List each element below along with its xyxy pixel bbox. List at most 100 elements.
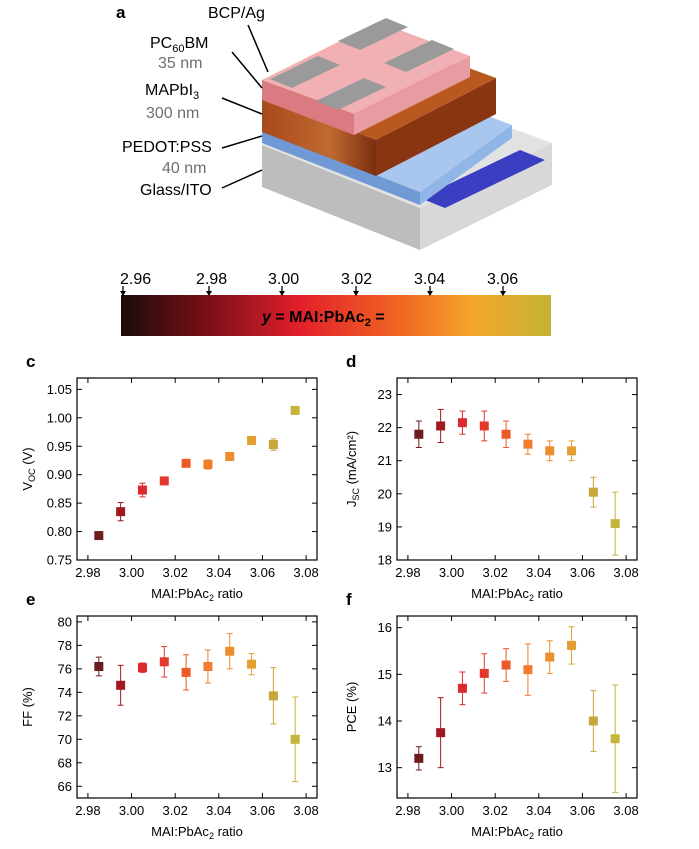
y-tick-label: 21: [378, 453, 392, 468]
x-tick-label: 2.98: [75, 803, 100, 818]
data-point: [501, 660, 511, 670]
colorbar-gradient: [121, 295, 551, 336]
label-leader-lines: [221, 24, 269, 189]
y-tick-label: 20: [378, 486, 392, 501]
y-tick-label: 19: [378, 519, 392, 534]
data-point: [523, 665, 533, 675]
data-point: [567, 640, 577, 650]
y-tick-label: 80: [58, 614, 72, 629]
data-point: [225, 646, 235, 656]
label-pedot: PEDOT:PSS: [122, 139, 212, 156]
colorbar-tick-5: 3.06: [487, 271, 518, 288]
label-pcbm: PC60BM: [150, 35, 208, 55]
y-tick-label: 0.85: [47, 496, 72, 511]
ag-electrode-4: [384, 40, 454, 72]
data-point: [203, 661, 213, 671]
x-tick-label: 3.02: [163, 803, 188, 818]
x-tick-label: 3.02: [483, 803, 508, 818]
pedot-front: [262, 130, 420, 205]
x-axis-label: MAI:PbAc2 ratio: [471, 586, 563, 603]
data-point: [436, 728, 446, 738]
pcbm-front: [262, 80, 354, 135]
colorbar: 2.96 2.98 3.00 3.02 3.04 3.06 y = MAI:Pb…: [120, 271, 551, 336]
panel-label-e: e: [26, 590, 35, 609]
y-tick-label: 22: [378, 420, 392, 435]
data-point: [457, 683, 467, 693]
data-point: [588, 487, 598, 497]
data-point: [181, 667, 191, 677]
x-tick-label: 3.02: [483, 565, 508, 580]
x-tick-label: 3.00: [439, 565, 464, 580]
panel-label-f: f: [346, 590, 352, 609]
y-tick-label: 76: [58, 661, 72, 676]
layer-labels: BCP/Ag PC60BM 35 nm MAPbI3 300 nm PEDOT:…: [122, 5, 265, 199]
y-tick-label: 1.05: [47, 382, 72, 397]
plot-frame: [396, 377, 638, 561]
data-point: [94, 661, 104, 671]
x-tick-label: 3.08: [613, 565, 638, 580]
y-tick-label: 18: [378, 553, 392, 568]
x-tick-label: 2.98: [395, 565, 420, 580]
data-point: [94, 531, 104, 541]
x-axis-label: MAI:PbAc2 ratio: [471, 824, 563, 841]
glass-front: [262, 145, 420, 250]
colorbar-ticks: 2.96 2.98 3.00 3.02 3.04 3.06: [120, 271, 518, 288]
y-axis-label: VOC (V): [20, 447, 37, 490]
y-axis-label: JSC (mA/cm²): [344, 431, 361, 507]
y-tick-label: 16: [378, 620, 392, 635]
y-tick-label: 0.90: [47, 467, 72, 482]
data-point: [545, 652, 555, 662]
data-point: [567, 446, 577, 456]
x-tick-label: 3.00: [119, 803, 144, 818]
data-point: [479, 668, 489, 678]
data-point: [414, 753, 424, 763]
y-tick-label: 15: [378, 667, 392, 682]
label-mapbi: MAPbI3: [145, 82, 199, 102]
pcbm-right: [354, 56, 470, 135]
y-tick-label: 68: [58, 755, 72, 770]
label-bcp-ag: BCP/Ag: [208, 5, 265, 22]
x-tick-label: 3.00: [119, 565, 144, 580]
y-tick-label: 66: [58, 779, 72, 794]
data-point: [268, 691, 278, 701]
label-pcbm-thickness: 35 nm: [158, 55, 202, 72]
panel-label-a: a: [116, 3, 126, 22]
x-tick-label: 3.06: [570, 803, 595, 818]
colorbar-tick-4: 3.04: [414, 271, 445, 288]
data-point: [501, 429, 511, 439]
device-schematic: a BCP/Ag PC60BM 35 nm MAPbI3 300 nm PE: [116, 3, 552, 250]
y-tick-label: 70: [58, 732, 72, 747]
data-point: [588, 716, 598, 726]
pedot-right: [420, 125, 512, 205]
x-tick-label: 3.04: [526, 565, 551, 580]
chart-e: e 2.98 3.00 3.02 3.04 3.06 3.08 66 68 70 72 74 76 78 8…: [20, 590, 319, 841]
data-point: [545, 446, 555, 456]
data-point: [181, 458, 191, 468]
data-point: [290, 734, 300, 744]
data-point: [610, 519, 620, 529]
data-point: [268, 440, 278, 450]
y-tick-label: 1.00: [47, 410, 72, 425]
data-point: [116, 680, 126, 690]
colorbar-tick-2: 3.00: [268, 271, 299, 288]
data-point: [247, 659, 257, 669]
chart-f: f 2.98 3.00 3.02 3.04 3.06 3.08 13 14 15 16 MAI:PbA…: [344, 590, 639, 841]
data-point: [414, 429, 424, 439]
x-tick-label: 3.04: [206, 565, 231, 580]
data-point: [116, 507, 126, 517]
label-pedot-thickness: 40 nm: [162, 160, 206, 177]
x-tick-label: 2.98: [395, 803, 420, 818]
data-point: [610, 734, 620, 744]
y-tick-label: 0.95: [47, 439, 72, 454]
x-tick-label: 3.06: [250, 565, 275, 580]
colorbar-arrows: [120, 286, 506, 296]
x-tick-label: 3.08: [613, 803, 638, 818]
panel-label-d: d: [346, 352, 356, 371]
data-point: [225, 451, 235, 461]
data-point: [457, 418, 467, 428]
y-tick-label: 23: [378, 387, 392, 402]
colorbar-tick-1: 2.98: [196, 271, 227, 288]
pcbm-top: [262, 22, 470, 114]
label-glass-ito: Glass/ITO: [140, 182, 212, 199]
data-point: [479, 421, 489, 431]
